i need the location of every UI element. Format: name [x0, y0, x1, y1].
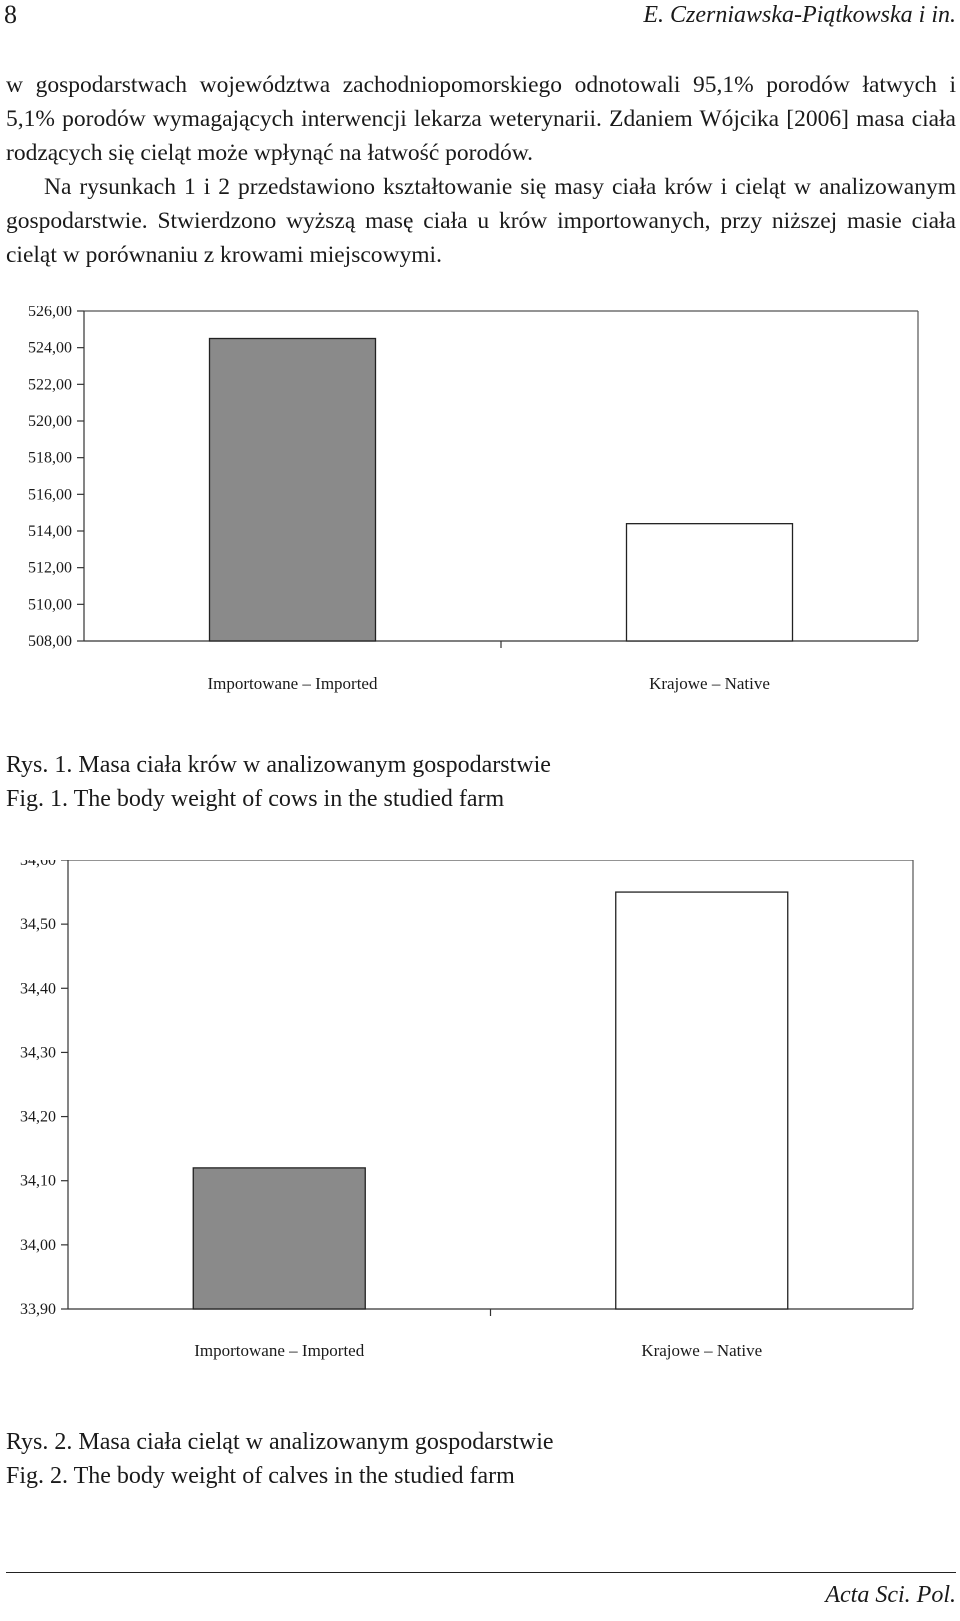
chart-2-bar [615, 891, 789, 1310]
chart-1-y-tick-label: 518,00 [28, 450, 72, 467]
chart-1-y-tick-label: 514,00 [28, 523, 72, 540]
paragraph-2: Na rysunkach 1 i 2 przedstawiono kształt… [6, 174, 956, 268]
chart-1-y-tick-label: 516,00 [28, 486, 72, 503]
chart-2-category-label: Krajowe – Native [641, 1341, 762, 1360]
chart-2-y-tick-label: 34,10 [20, 1173, 56, 1190]
chart-1-bar [208, 337, 377, 642]
chart-1-y-tick-label: 520,00 [28, 413, 72, 430]
chart-2-y-tick-label: 34,60 [20, 860, 56, 869]
figure-1-caption-en: Fig. 1. The body weight of cows in the s… [6, 786, 505, 812]
figure-2-caption-en: Fig. 2. The body weight of calves in the… [6, 1463, 515, 1489]
journal-name: Acta Sci. Pol. [825, 1582, 956, 1608]
chart-2-y-tick-label: 34,20 [20, 1109, 56, 1126]
chart-2-category-label: Importowane – Imported [194, 1341, 364, 1360]
chart-2-y-tick-label: 34,40 [20, 980, 56, 997]
chart-1-y-tick-label: 508,00 [28, 633, 72, 650]
figure-2-chart: 34,60 34,50 34,40 34,30 34,20 34,10 34,00 33,90… [20, 860, 914, 1360]
chart-1-y-tick-label: 512,00 [28, 560, 72, 577]
chart-2-y-tick-label: 34,00 [20, 1237, 56, 1254]
chart-1-y-tick-label: 524,00 [28, 340, 72, 357]
page-number: 8 [4, 0, 17, 29]
figure-1-chart: 526,00 524,00 522,00 520,00 518,00 516,00 514,… [28, 306, 919, 693]
running-head: E. Czerniawska-Piątkowska i in. [643, 2, 956, 28]
figure-1-caption-pl: Rys. 1. Masa ciała krów w analizowanym g… [6, 752, 551, 778]
chart-1-category-label: Importowane – Imported [208, 674, 378, 693]
paragraph-1: w gospodarstwach województwa zachodniopo… [6, 72, 956, 166]
chart-1-category-label: Krajowe – Native [649, 674, 770, 693]
chart-1-y-tick-label: 510,00 [28, 596, 72, 613]
chart-2-bar [192, 1167, 366, 1310]
figure-1-caption: Rys. 1. Masa ciała krów w analizowanym g… [6, 748, 551, 816]
figure-2-caption-pl: Rys. 2. Masa ciała cieląt w analizowanym… [6, 1429, 554, 1455]
chart-2-y-tick-label: 34,30 [20, 1044, 56, 1061]
body-text: w gospodarstwach województwa zachodniopo… [6, 68, 956, 272]
figure-2-caption: Rys. 2. Masa ciała cieląt w analizowanym… [6, 1425, 554, 1493]
chart-2-y-tick-label: 33,90 [20, 1301, 56, 1318]
footer-rule [6, 1572, 956, 1573]
chart-1-bar [625, 523, 794, 642]
chart-1-y-tick-label: 526,00 [28, 306, 72, 320]
chart-1-y-tick-label: 522,00 [28, 376, 72, 393]
chart-2-y-tick-label: 34,50 [20, 916, 56, 933]
